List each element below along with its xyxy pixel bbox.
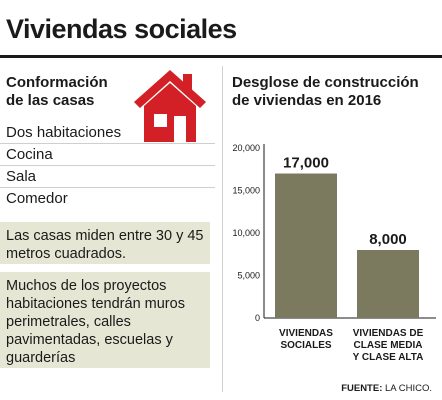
column-divider [222, 66, 223, 392]
list-item: Cocina [0, 144, 215, 166]
chart-title: Desglose de construcción de viviendas en… [232, 74, 419, 109]
list-item: Comedor [6, 190, 68, 207]
bar [275, 173, 337, 318]
x-tick-label: VIVIENDAS [279, 328, 333, 339]
bar-chart: 0 5,000 10,000 15,000 20,000 17,000 VIVIENDASS… [232, 143, 436, 363]
source-label: FUENTE: [341, 383, 383, 394]
source-value: LA CHICO. [385, 383, 432, 394]
page-title: Viviendas sociales [6, 14, 237, 44]
y-tick-label: 10,000 [232, 228, 260, 238]
projects-note: Muchos de los proyectos habitaciones ten… [0, 272, 210, 368]
list-item: Sala [0, 166, 215, 188]
source-note: FUENTE: LA CHICO. [341, 383, 432, 394]
data-label: 8,000 [369, 231, 407, 248]
x-tick-label: VIVIENDAS DE [353, 328, 424, 339]
left-heading: Conformación de las casas [6, 74, 108, 109]
rooms-list: Dos habitaciones Cocina Sala Comedor [0, 122, 215, 209]
list-item: Dos habitaciones [0, 122, 215, 144]
y-tick-label: 20,000 [232, 143, 260, 153]
x-tick-label: Y CLASE ALTA [353, 352, 424, 363]
title-rule [0, 55, 442, 58]
house-icon [134, 70, 206, 142]
data-label: 17,000 [283, 155, 329, 172]
size-note: Las casas miden entre 30 y 45 metros cua… [0, 222, 210, 264]
y-tick-label: 15,000 [232, 186, 260, 196]
y-tick-label: 5,000 [237, 271, 260, 281]
y-tick-label: 0 [255, 313, 260, 323]
x-tick-label: CLASE MEDIA [354, 340, 423, 351]
x-tick-label: SOCIALES [280, 340, 331, 351]
bar [357, 250, 419, 318]
